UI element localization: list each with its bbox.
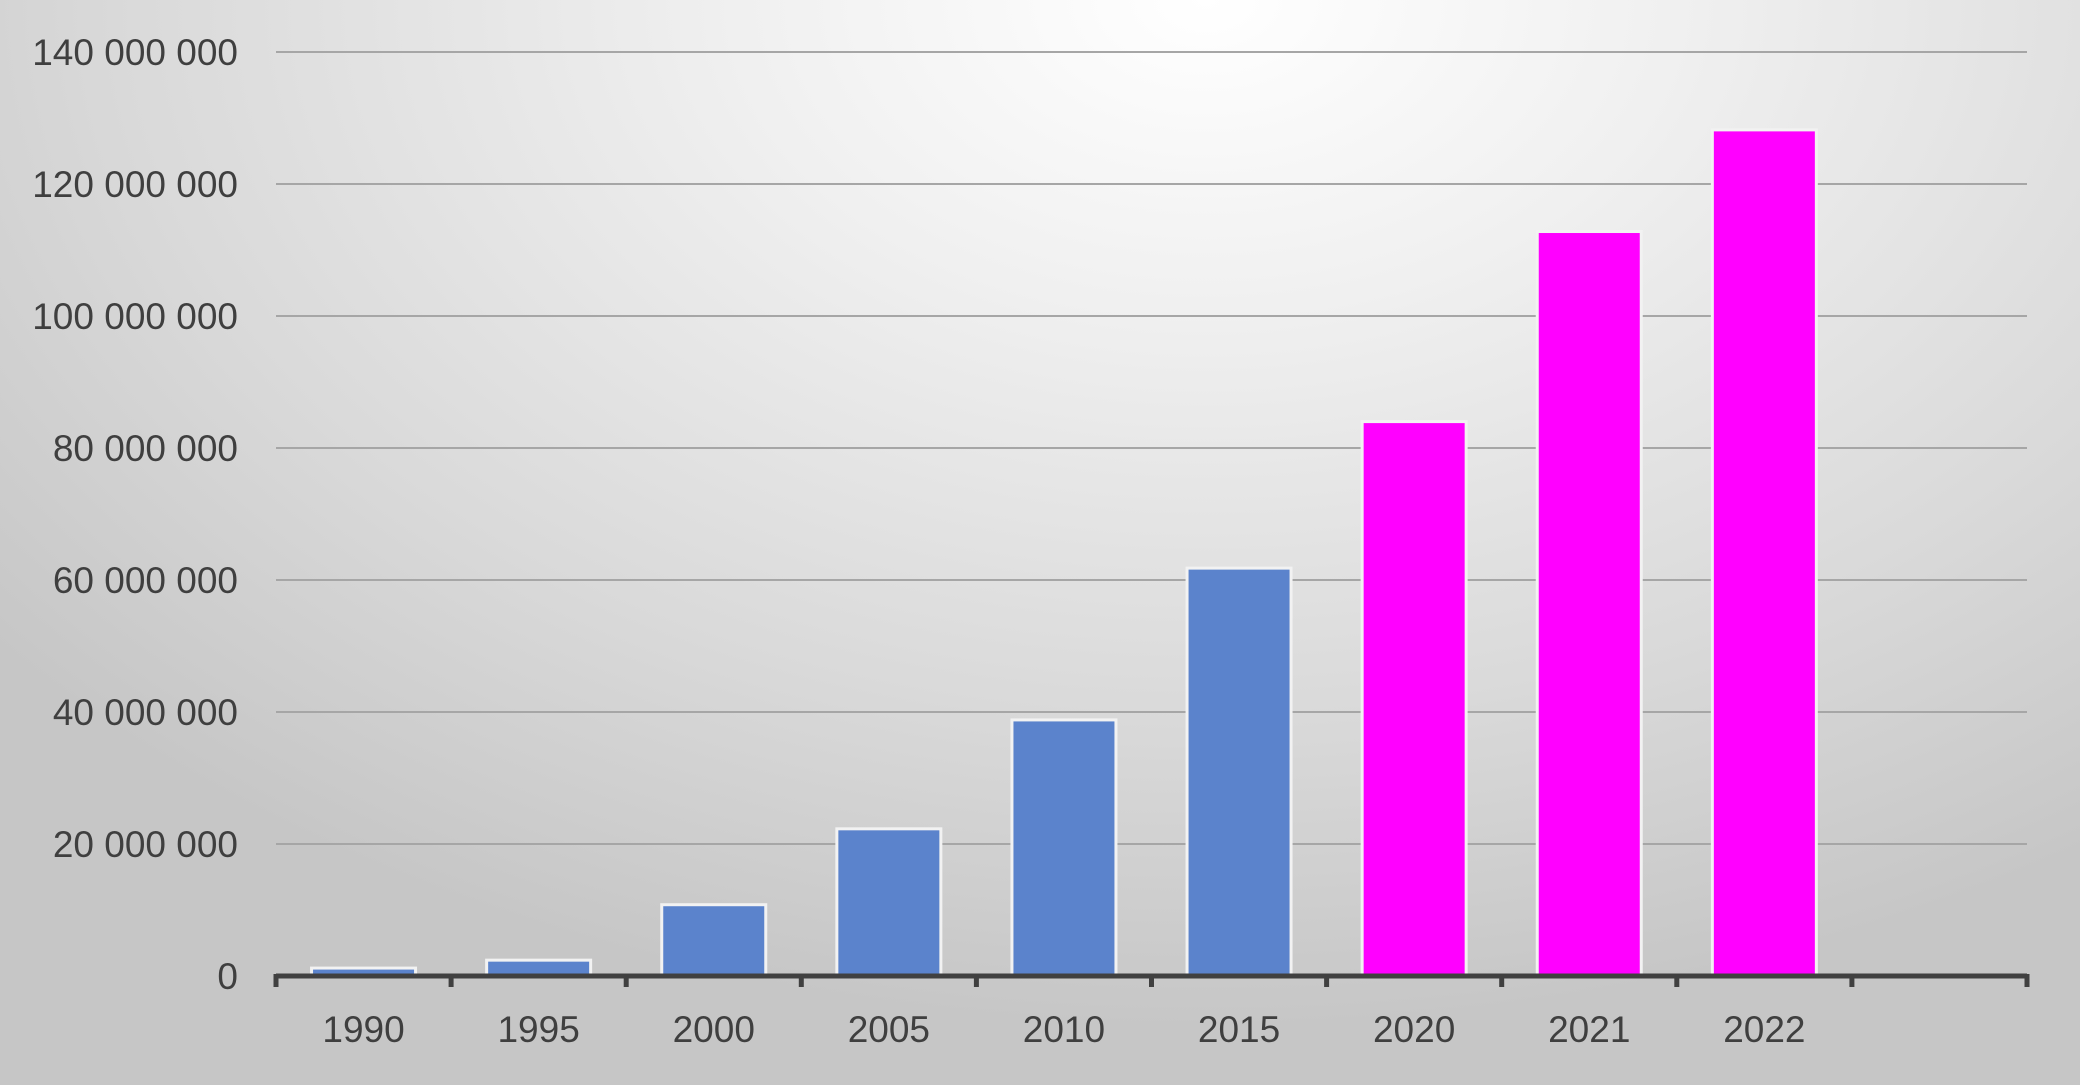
x-tick-label: 2015 [1198,1009,1280,1050]
x-tick-label: 2021 [1548,1009,1630,1050]
x-tick-label: 2010 [1023,1009,1105,1050]
bars [310,128,1818,978]
y-tick-label: 120 000 000 [32,164,238,205]
gridlines [276,51,2027,845]
y-tick-label: 60 000 000 [53,560,238,601]
bar-2010 [1010,718,1118,978]
x-tick-label: 2000 [673,1009,755,1050]
y-tick-label: 40 000 000 [53,692,238,733]
y-tick-label: 20 000 000 [53,824,238,865]
y-tick-label: 140 000 000 [32,32,238,73]
bar-2015 [1185,566,1293,978]
bar-2005 [835,827,943,978]
x-axis [273,973,2030,987]
y-tick-label: 80 000 000 [53,428,238,469]
y-axis-tick-labels: 0 20 000 000 40 000 000 60 000 000 80 000 00… [32,32,238,997]
x-tick-label: 1990 [322,1009,404,1050]
y-tick-label: 0 [217,956,238,997]
y-tick-label: 100 000 000 [32,296,238,337]
x-tick-label: 2020 [1373,1009,1455,1050]
x-tick-label: 2005 [848,1009,930,1050]
x-tick-label: 1995 [497,1009,579,1050]
x-tick-label: 2022 [1723,1009,1805,1050]
bar-2000 [660,903,768,978]
bar-2020 [1360,420,1468,978]
bar-2022 [1710,128,1818,978]
bar-2021 [1535,230,1643,978]
x-axis-tick-labels: 1990 1995 2000 2005 2010 2015 2020 2021 2022 [322,1009,1805,1050]
